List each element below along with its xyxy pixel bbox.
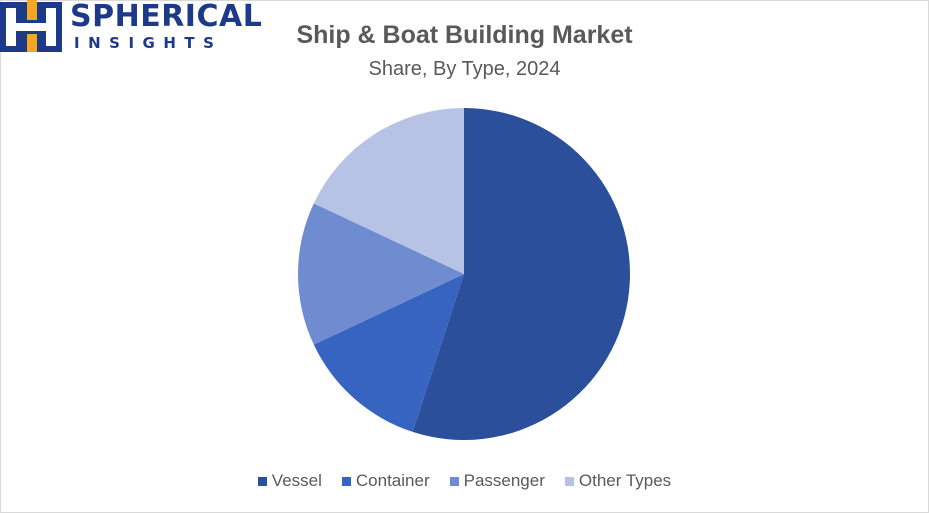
chart-title: Ship & Boat Building Market bbox=[296, 21, 633, 49]
legend-item-container: Container bbox=[341, 471, 430, 491]
legend-swatch bbox=[257, 476, 267, 486]
legend-item-passenger: Passenger bbox=[449, 471, 545, 491]
pie-slice-vessel bbox=[412, 108, 630, 440]
legend-swatch bbox=[449, 476, 459, 486]
brand-logo: SPHERICAL INSIGHTS bbox=[0, 0, 263, 56]
chart-subtitle: Share, By Type, 2024 bbox=[368, 58, 561, 80]
legend-label: Container bbox=[355, 471, 430, 490]
legend-item-other-types: Other Types bbox=[564, 471, 672, 491]
legend-label: Passenger bbox=[463, 471, 545, 490]
legend-swatch bbox=[341, 476, 351, 486]
legend-label: Other Types bbox=[578, 471, 672, 490]
legend-item-vessel: Vessel bbox=[257, 471, 322, 491]
chart-legend: Vessel Container Passenger Other Types bbox=[0, 471, 929, 491]
pie-slice-container bbox=[313, 274, 464, 432]
pie-slice-other-types bbox=[313, 107, 464, 274]
brand-name-line2: INSIGHTS bbox=[74, 34, 223, 52]
pie-slice-passenger bbox=[297, 203, 464, 345]
brand-name-line1: SPHERICAL bbox=[70, 0, 263, 34]
legend-swatch bbox=[564, 476, 574, 486]
logo-icon bbox=[0, 0, 62, 52]
legend-label: Vessel bbox=[271, 471, 322, 490]
